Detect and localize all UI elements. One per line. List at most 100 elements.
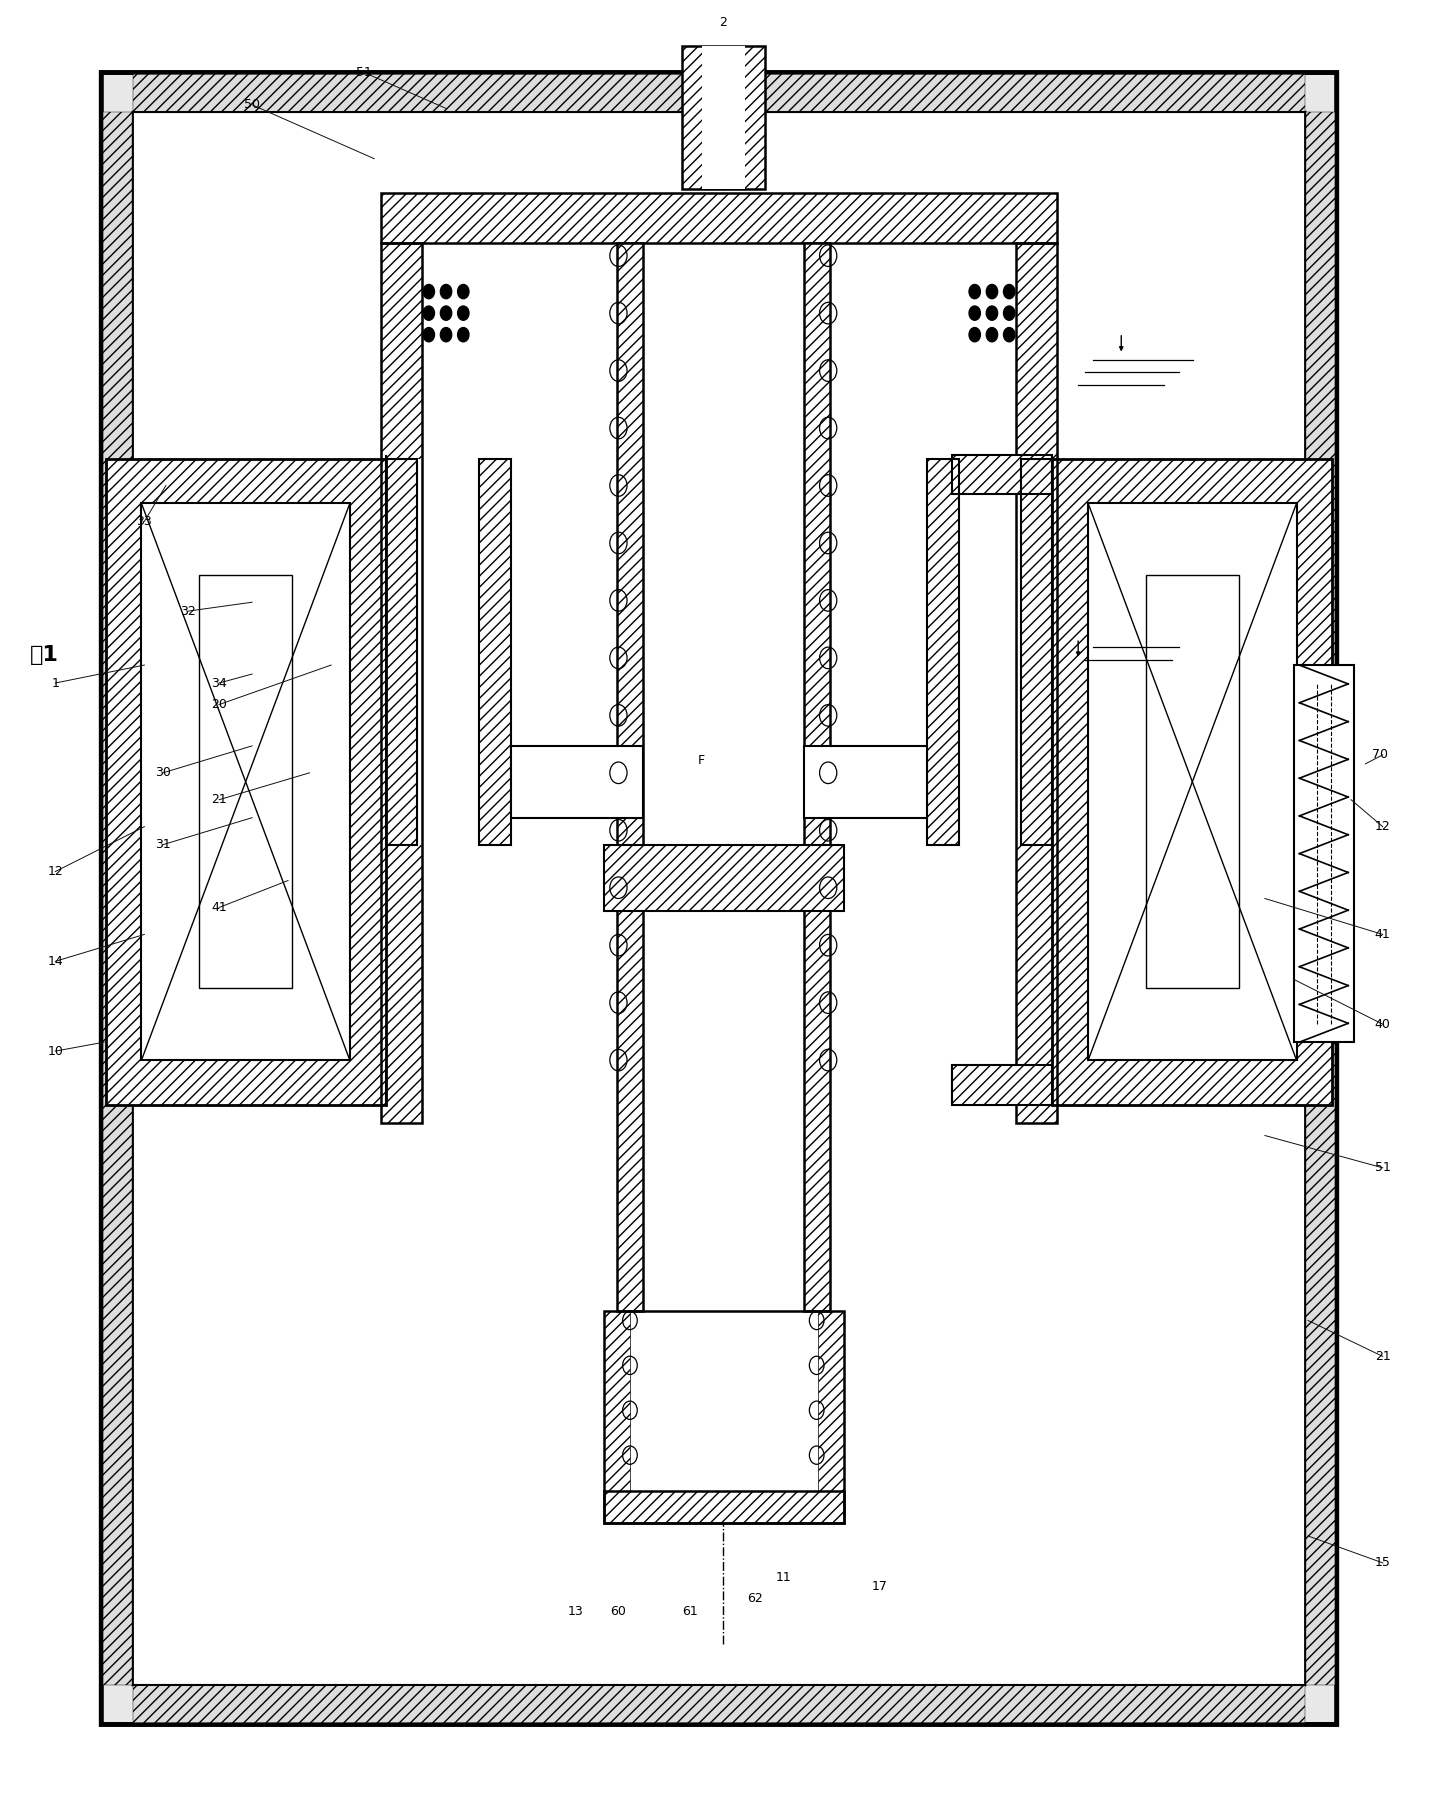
Text: 60: 60 [611, 1605, 627, 1617]
Bar [604, 845, 844, 911]
Bar [804, 243, 830, 1312]
Bar [381, 243, 421, 1123]
Text: 2: 2 [719, 16, 728, 29]
Circle shape [969, 327, 981, 341]
Bar [105, 458, 385, 1105]
Bar [1306, 111, 1337, 1686]
Text: 50: 50 [244, 99, 260, 111]
Bar [959, 458, 1021, 845]
Bar [198, 575, 292, 988]
Text: 70: 70 [1372, 748, 1388, 762]
Bar [952, 455, 1053, 494]
Bar [804, 243, 830, 1312]
Text: 51: 51 [1375, 1161, 1391, 1175]
Bar [101, 111, 132, 1686]
Text: 図1: 図1 [29, 645, 59, 665]
Text: 21: 21 [1375, 1350, 1391, 1362]
Text: 21: 21 [211, 792, 227, 807]
Bar [643, 243, 804, 1312]
FancyBboxPatch shape [101, 72, 1337, 1725]
Circle shape [1004, 327, 1015, 341]
Text: 11: 11 [775, 1571, 791, 1583]
Text: 10: 10 [47, 1044, 63, 1058]
FancyBboxPatch shape [132, 111, 1306, 1686]
Bar [952, 455, 1053, 494]
Bar [617, 243, 643, 1312]
Text: 32: 32 [180, 606, 196, 618]
Circle shape [440, 305, 452, 320]
Bar [510, 746, 643, 818]
Bar [421, 243, 1017, 1123]
Bar [604, 1312, 630, 1524]
Bar [682, 45, 765, 189]
Bar [132, 72, 1306, 111]
Bar [617, 243, 643, 1312]
Bar [1089, 503, 1297, 1060]
Text: 62: 62 [746, 1592, 762, 1605]
Bar [381, 243, 421, 1123]
Bar [702, 45, 745, 189]
Text: 41: 41 [211, 900, 227, 915]
Circle shape [440, 327, 452, 341]
Text: 51: 51 [357, 66, 372, 79]
Text: 30: 30 [155, 766, 171, 780]
Bar [682, 45, 765, 189]
Circle shape [457, 284, 469, 298]
Text: 13: 13 [568, 1605, 584, 1617]
Circle shape [1004, 284, 1015, 298]
Bar [1294, 665, 1355, 1042]
Text: 15: 15 [1375, 1556, 1391, 1569]
Bar [804, 746, 928, 818]
FancyBboxPatch shape [132, 111, 1306, 1686]
Circle shape [969, 305, 981, 320]
Bar [818, 1312, 844, 1524]
Bar [1017, 243, 1057, 1123]
Bar [1053, 458, 1333, 1105]
Text: 14: 14 [47, 954, 63, 969]
Circle shape [986, 305, 998, 320]
Circle shape [440, 284, 452, 298]
Bar [952, 1066, 1053, 1105]
Circle shape [986, 327, 998, 341]
Bar [604, 1492, 844, 1524]
Bar [132, 1686, 1306, 1725]
Text: 41: 41 [1375, 927, 1391, 942]
Bar [385, 458, 417, 845]
Bar [1021, 458, 1053, 845]
Bar [417, 458, 479, 845]
Bar [381, 192, 1057, 243]
Bar [604, 1312, 844, 1524]
Bar [381, 192, 1057, 243]
Bar [604, 1492, 844, 1524]
Bar [479, 458, 510, 845]
Circle shape [457, 305, 469, 320]
Bar [928, 458, 959, 845]
Text: 1: 1 [52, 676, 59, 690]
Circle shape [986, 284, 998, 298]
Text: 61: 61 [683, 1605, 697, 1617]
Text: 33: 33 [137, 516, 152, 528]
Bar [928, 458, 959, 845]
Bar [952, 1066, 1053, 1105]
Bar [1017, 243, 1057, 1123]
Text: 20: 20 [211, 697, 227, 712]
Text: 31: 31 [155, 837, 171, 852]
Circle shape [423, 305, 434, 320]
Circle shape [457, 327, 469, 341]
Bar [1146, 575, 1240, 988]
Text: 12: 12 [47, 864, 63, 879]
Text: 40: 40 [1375, 1017, 1391, 1031]
Bar [479, 458, 510, 845]
Bar [630, 1312, 818, 1524]
Text: F: F [699, 753, 705, 767]
Bar [105, 458, 385, 1105]
Text: 17: 17 [871, 1580, 887, 1592]
Bar [604, 845, 844, 911]
Circle shape [423, 327, 434, 341]
Text: 34: 34 [211, 676, 227, 690]
Bar [1021, 458, 1053, 845]
Bar [141, 503, 349, 1060]
Bar [385, 458, 417, 845]
Circle shape [969, 284, 981, 298]
Text: 12: 12 [1375, 819, 1391, 834]
